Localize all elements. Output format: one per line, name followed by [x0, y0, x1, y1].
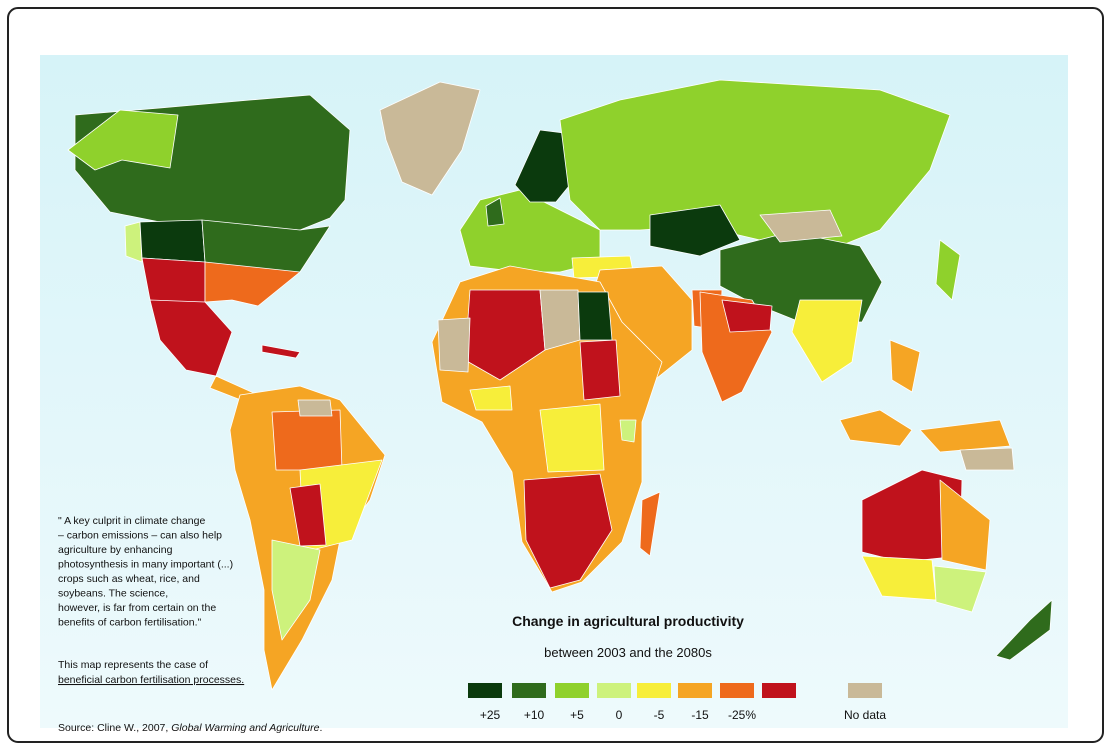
legend-swatch — [468, 683, 502, 698]
source-work: Global Warming and Agriculture — [171, 722, 319, 734]
source: Source: Cline W., 2007, Global Warming a… — [58, 722, 322, 734]
legend-label: -25% — [728, 708, 756, 722]
legend-label: +10 — [524, 708, 545, 722]
country-region — [579, 339, 621, 401]
country-region — [839, 409, 913, 447]
country-region — [379, 81, 481, 196]
legend-label: +5 — [570, 708, 584, 722]
country-region — [523, 473, 613, 589]
legend-label: -15 — [691, 708, 709, 722]
legend-swatch — [762, 683, 796, 698]
legend-swatch — [678, 683, 712, 698]
quote-line: " A key culprit in climate change — [58, 515, 205, 527]
country-region — [67, 109, 179, 171]
legend-swatch — [848, 683, 882, 698]
legend-label: +25 — [480, 708, 501, 722]
country-region — [559, 79, 951, 251]
country-region — [933, 565, 987, 613]
country-region — [721, 299, 773, 333]
country-region — [204, 261, 301, 307]
source-prefix: Source: Cline W., 2007, — [58, 722, 171, 734]
legend-swatch — [512, 683, 546, 698]
legend-swatch — [720, 683, 754, 698]
country-region — [539, 403, 605, 473]
country-region — [791, 299, 863, 383]
quote-line: photosynthesis in many important (...) — [58, 559, 233, 571]
country-region — [261, 344, 301, 359]
country-region — [485, 197, 505, 227]
country-region — [759, 209, 843, 243]
quote-line: soybeans. The science, — [58, 588, 168, 600]
country-region — [271, 539, 321, 641]
quote-line: crops such as wheat, rice, and — [58, 573, 200, 585]
quote-line: agriculture by enhancing — [58, 544, 173, 556]
world-map — [67, 79, 1053, 691]
legend-subtitle: between 2003 and the 2080s — [544, 645, 712, 660]
country-region — [297, 399, 333, 417]
country-region — [289, 483, 327, 547]
legend-label: -5 — [654, 708, 665, 722]
legend-swatch — [555, 683, 589, 698]
country-region — [469, 385, 513, 411]
country-region — [995, 599, 1053, 661]
country-region — [577, 291, 613, 341]
country-region — [639, 491, 661, 557]
quote-line: – carbon emissions – can also help — [58, 530, 222, 542]
country-region — [539, 289, 581, 351]
country-region — [919, 419, 1011, 453]
legend-label: No data — [844, 708, 886, 722]
texts: " A key culprit in climate change – carbo… — [58, 515, 886, 734]
country-region — [935, 239, 961, 301]
country-region — [649, 204, 741, 257]
legend-swatch — [597, 683, 631, 698]
country-region — [437, 317, 471, 373]
country-region — [889, 339, 921, 393]
country-region — [959, 447, 1015, 471]
legend-swatch — [637, 683, 671, 698]
note-line: This map represents the case of — [58, 659, 208, 671]
quote-line: benefits of carbon fertilisation." — [58, 617, 201, 629]
note-line: beneficial carbon fertilisation processe… — [58, 674, 244, 686]
country-region — [939, 479, 991, 571]
country-region — [271, 409, 343, 471]
legend-title: Change in agricultural productivity — [512, 613, 744, 629]
quote-line: however, is far from certain on the — [58, 602, 216, 614]
country-region — [124, 221, 143, 263]
country-region — [139, 219, 206, 263]
source-suffix: . — [319, 722, 322, 734]
legend-label: 0 — [616, 708, 623, 722]
country-region — [619, 419, 637, 443]
